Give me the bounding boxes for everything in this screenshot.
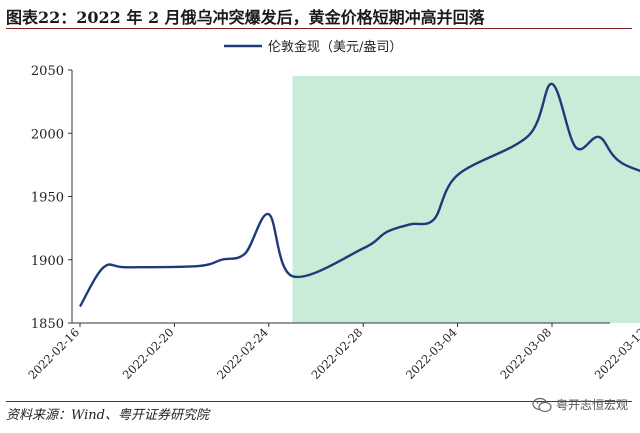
line-chart: 1850 1900 1950 2000 2050 2022-02-16 2022-02-2… bbox=[25, 39, 640, 382]
title-divider bbox=[6, 28, 632, 29]
legend: 伦敦金现（美元/盎司） bbox=[224, 39, 402, 55]
chart-title: 图表22：2022 年 2 月俄乌冲突爆发后，黄金价格短期冲高并回落 bbox=[6, 8, 485, 27]
x-tick-label: 2022-02-16 bbox=[25, 325, 82, 382]
x-tick-label: 2022-02-24 bbox=[214, 325, 271, 382]
x-tick-label: 2022-03-04 bbox=[403, 325, 460, 382]
watermark-text: 粤开志恒宏观 bbox=[555, 398, 628, 412]
series-line-london-gold bbox=[78, 82, 640, 308]
y-tick-label: 2000 bbox=[31, 127, 64, 142]
source-note: 资料来源：Wind、粤开证券研究院 bbox=[6, 408, 209, 423]
source-divider bbox=[6, 401, 632, 402]
y-tick-label: 2050 bbox=[31, 64, 64, 79]
y-tick-label: 1850 bbox=[31, 317, 64, 332]
y-tick-label: 1950 bbox=[31, 191, 64, 206]
wechat-icon bbox=[532, 397, 552, 412]
x-tick-label: 2022-02-20 bbox=[120, 325, 177, 382]
x-tick-label: 2022-02-28 bbox=[309, 325, 366, 382]
legend-label: 伦敦金现（美元/盎司） bbox=[268, 39, 402, 55]
x-tick-label: 2022-03-08 bbox=[497, 325, 554, 382]
y-tick-label: 1900 bbox=[31, 254, 64, 269]
watermark: 粤开志恒宏观 bbox=[532, 396, 628, 413]
y-axis-ticks: 1850 1900 1950 2000 2050 bbox=[31, 64, 72, 332]
conflict-period-shading bbox=[292, 76, 640, 323]
x-tick-label: 2022-03-12 bbox=[592, 325, 640, 382]
x-axis-ticks: 2022-02-16 2022-02-20 2022-02-24 2022-02-28… bbox=[25, 323, 640, 382]
